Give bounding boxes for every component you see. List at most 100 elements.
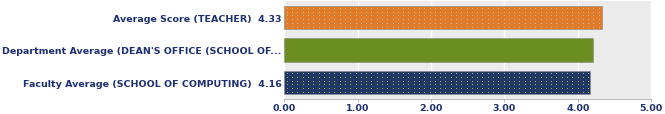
Point — [462, 23, 472, 25]
Point — [493, 92, 503, 93]
Point — [546, 84, 557, 86]
Point — [456, 12, 467, 13]
Point — [519, 88, 530, 89]
Point — [535, 23, 546, 25]
Point — [376, 88, 387, 89]
Point — [366, 15, 377, 17]
Point — [567, 8, 578, 9]
Point — [472, 12, 483, 13]
Point — [308, 84, 319, 86]
Point — [350, 92, 361, 93]
Point — [334, 80, 345, 82]
Point — [541, 76, 551, 78]
Point — [446, 72, 456, 74]
Point — [467, 27, 477, 29]
Point — [487, 8, 498, 9]
Point — [588, 12, 598, 13]
Point — [408, 80, 419, 82]
Point — [562, 19, 573, 21]
Point — [281, 12, 292, 13]
Point — [451, 27, 462, 29]
Point — [456, 23, 467, 25]
Point — [440, 23, 451, 25]
Point — [573, 72, 583, 74]
Point — [462, 80, 472, 82]
Point — [578, 76, 589, 78]
Point — [509, 76, 519, 78]
Point — [329, 72, 340, 74]
Point — [525, 12, 535, 13]
Point — [340, 19, 350, 21]
Point — [493, 23, 503, 25]
Point — [398, 12, 408, 13]
Point — [503, 12, 514, 13]
Point — [303, 80, 313, 82]
Point — [462, 27, 472, 29]
Point — [345, 92, 356, 93]
Point — [313, 92, 324, 93]
Point — [430, 15, 440, 17]
Point — [583, 27, 593, 29]
Point — [319, 84, 329, 86]
Point — [535, 15, 546, 17]
Point — [350, 80, 361, 82]
Point — [430, 23, 440, 25]
Point — [382, 19, 392, 21]
Point — [578, 23, 589, 25]
Point — [419, 72, 430, 74]
Point — [403, 92, 414, 93]
Point — [430, 19, 440, 21]
Point — [573, 76, 583, 78]
Point — [350, 15, 361, 17]
Point — [456, 19, 467, 21]
Point — [578, 88, 589, 89]
Point — [430, 27, 440, 29]
Point — [588, 27, 598, 29]
Point — [424, 76, 435, 78]
Point — [440, 27, 451, 29]
Point — [525, 92, 535, 93]
Point — [578, 15, 589, 17]
Point — [446, 15, 456, 17]
Point — [345, 8, 356, 9]
Point — [503, 8, 514, 9]
Point — [551, 84, 562, 86]
Point — [334, 88, 345, 89]
Point — [593, 8, 604, 9]
Point — [557, 76, 567, 78]
Point — [562, 88, 573, 89]
Point — [372, 76, 382, 78]
Point — [514, 80, 525, 82]
Point — [535, 76, 546, 78]
Point — [509, 80, 519, 82]
Point — [319, 23, 329, 25]
Point — [583, 88, 593, 89]
Point — [408, 76, 419, 78]
Point — [583, 76, 593, 78]
Point — [324, 72, 334, 74]
Point — [519, 19, 530, 21]
Point — [593, 19, 604, 21]
Point — [419, 92, 430, 93]
Point — [361, 15, 372, 17]
Point — [472, 8, 483, 9]
Point — [482, 72, 493, 74]
Point — [525, 27, 535, 29]
Point — [350, 88, 361, 89]
Point — [334, 15, 345, 17]
Point — [562, 92, 573, 93]
Point — [578, 19, 589, 21]
Point — [356, 23, 366, 25]
Point — [498, 23, 509, 25]
Point — [514, 19, 525, 21]
Point — [519, 15, 530, 17]
Point — [424, 15, 435, 17]
Point — [562, 23, 573, 25]
Point — [376, 12, 387, 13]
Point — [503, 23, 514, 25]
Point — [573, 12, 583, 13]
Point — [557, 84, 567, 86]
Point — [573, 92, 583, 93]
Point — [477, 84, 487, 86]
Point — [313, 12, 324, 13]
